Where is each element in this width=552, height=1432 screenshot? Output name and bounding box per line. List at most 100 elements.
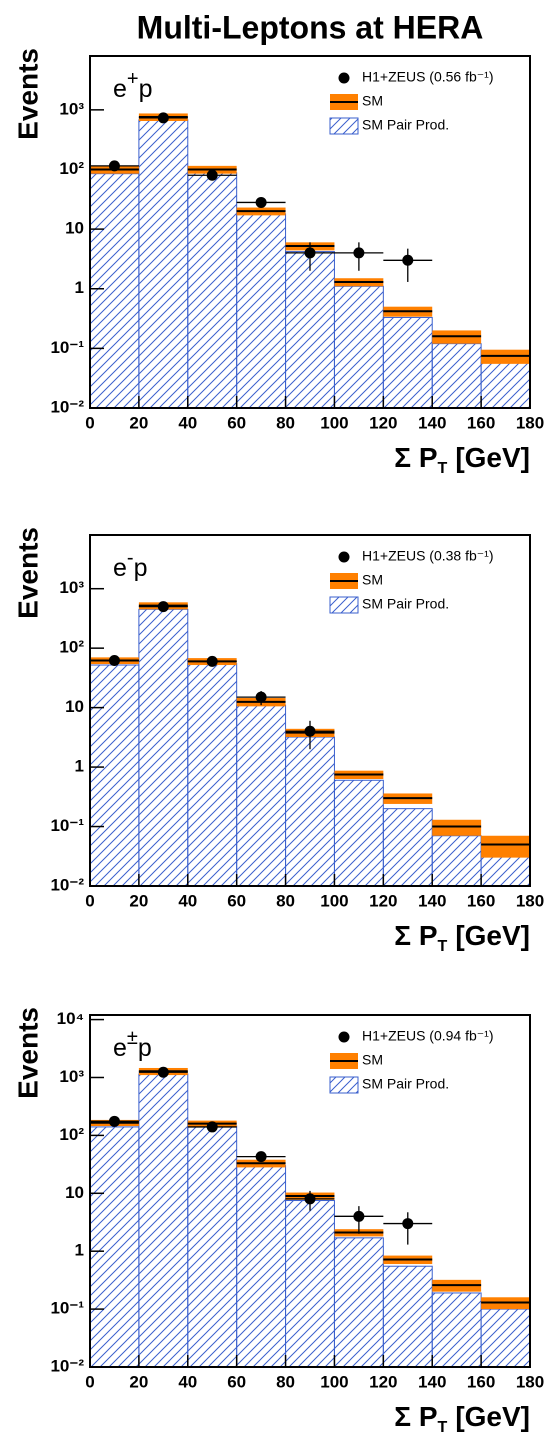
data-point [353,247,365,259]
panel: 10⁻² 10⁻¹ 1 10 10² 10³ 0 20 40 60 80 100 120 140 160 18… [12,48,544,477]
pair-bar [480,361,531,409]
legend-hatch [329,1076,359,1094]
data-point [402,254,414,266]
pair-bar [333,1237,384,1368]
pair-bar [236,213,287,409]
legend-label: SM Pair Prod. [362,596,449,612]
x-tick-label: 120 [369,413,397,432]
x-tick-label: 180 [516,1372,544,1391]
legend-label: H1+ZEUS (0.94 fb⁻¹) [362,1028,494,1044]
legend-hatch [329,596,359,614]
pair-bar [285,251,335,409]
y-axis-label: Events [12,1007,43,1099]
data-point [353,1210,365,1222]
pair-bar [431,835,482,887]
data-point [304,247,316,259]
plot-frame [89,1014,531,1368]
x-tick-label: 80 [276,1372,295,1391]
data-point [255,691,267,703]
x-tick-label: 120 [369,1372,397,1391]
x-tick-label: 40 [178,1372,197,1391]
x-label-sub: T [438,938,448,955]
x-tick-label: 100 [320,891,348,910]
data-point [108,1115,120,1127]
data-point [255,196,267,208]
sm-band [432,819,482,836]
data-point [255,1151,267,1163]
x-tick-label: 80 [276,891,295,910]
annotation-base: e [113,1034,127,1062]
plot-frame [89,55,531,409]
y-tick-label: 10² [59,1125,84,1144]
pair-bar [187,1125,238,1368]
data-point [206,169,218,181]
x-label-sub: T [438,1419,448,1432]
x-tick-label: 0 [85,891,94,910]
pair-bar [382,316,433,409]
pair-bar [236,704,287,887]
y-tick-label: 10² [59,159,84,178]
y-tick-label: 1 [75,278,84,297]
x-tick-label: 140 [418,413,446,432]
x-tick-label: 80 [276,413,295,432]
pair-bar [333,779,384,887]
data-point [157,601,169,613]
x-tick-label: 40 [178,413,197,432]
annotation-end: p [139,75,153,103]
data-point [402,1218,414,1230]
legend-label: SM [362,93,383,109]
pair-bar [89,664,140,887]
annotation-base: e [113,75,127,103]
pair-bar [89,1126,140,1368]
x-axis-label: Σ PT [GeV] [394,442,530,477]
x-axis-label: Σ PT [GeV] [394,1401,530,1432]
y-tick-label: 10⁴ [57,1009,84,1028]
plot-frame [89,534,531,887]
x-tick-label: 180 [516,891,544,910]
x-tick-label: 60 [227,413,246,432]
x-label-unit: [GeV] [455,442,530,473]
pair-bar [187,172,238,409]
sm-band [481,835,530,858]
legend-marker [338,1031,350,1043]
data-point [304,725,316,737]
y-tick-label: 10³ [59,578,84,597]
x-tick-label: 180 [516,413,544,432]
pair-bar [431,1292,482,1368]
x-tick-label: 100 [320,413,348,432]
x-tick-label: 60 [227,891,246,910]
x-label-main: Σ P [394,1401,437,1432]
x-tick-label: 60 [227,1372,246,1391]
x-tick-label: 40 [178,891,197,910]
legend-label: SM [362,1052,383,1068]
y-tick-label: 10⁻¹ [50,338,84,357]
x-tick-label: 140 [418,891,446,910]
y-tick-label: 1 [75,757,84,776]
x-tick-label: 160 [467,413,495,432]
x-tick-label: 160 [467,1372,495,1391]
figure-title: Multi-Leptons at HERA [137,9,484,45]
x-axis-label: Σ PT [GeV] [394,920,530,955]
annotation: e+p [113,68,153,102]
x-tick-label: 100 [320,1372,348,1391]
annotation-sup: + [127,68,139,90]
y-tick-label: 10 [65,697,84,716]
x-label-unit: [GeV] [455,1401,530,1432]
pair-bar [187,663,238,887]
annotation-sup: ± [127,1027,138,1049]
pair-bar [382,1265,433,1368]
x-tick-label: 0 [85,1372,94,1391]
x-tick-label: 160 [467,891,495,910]
pair-bar [382,808,433,887]
y-tick-label: 10⁻¹ [50,1299,84,1318]
y-tick-label: 10⁻¹ [50,816,84,835]
y-tick-label: 10 [65,1183,84,1202]
data-point [108,160,120,172]
y-tick-label: 1 [75,1241,84,1260]
pair-bar [138,1073,189,1368]
legend-label: SM [362,572,383,588]
pair-bar [431,343,482,409]
y-tick-label: 10 [65,219,84,238]
